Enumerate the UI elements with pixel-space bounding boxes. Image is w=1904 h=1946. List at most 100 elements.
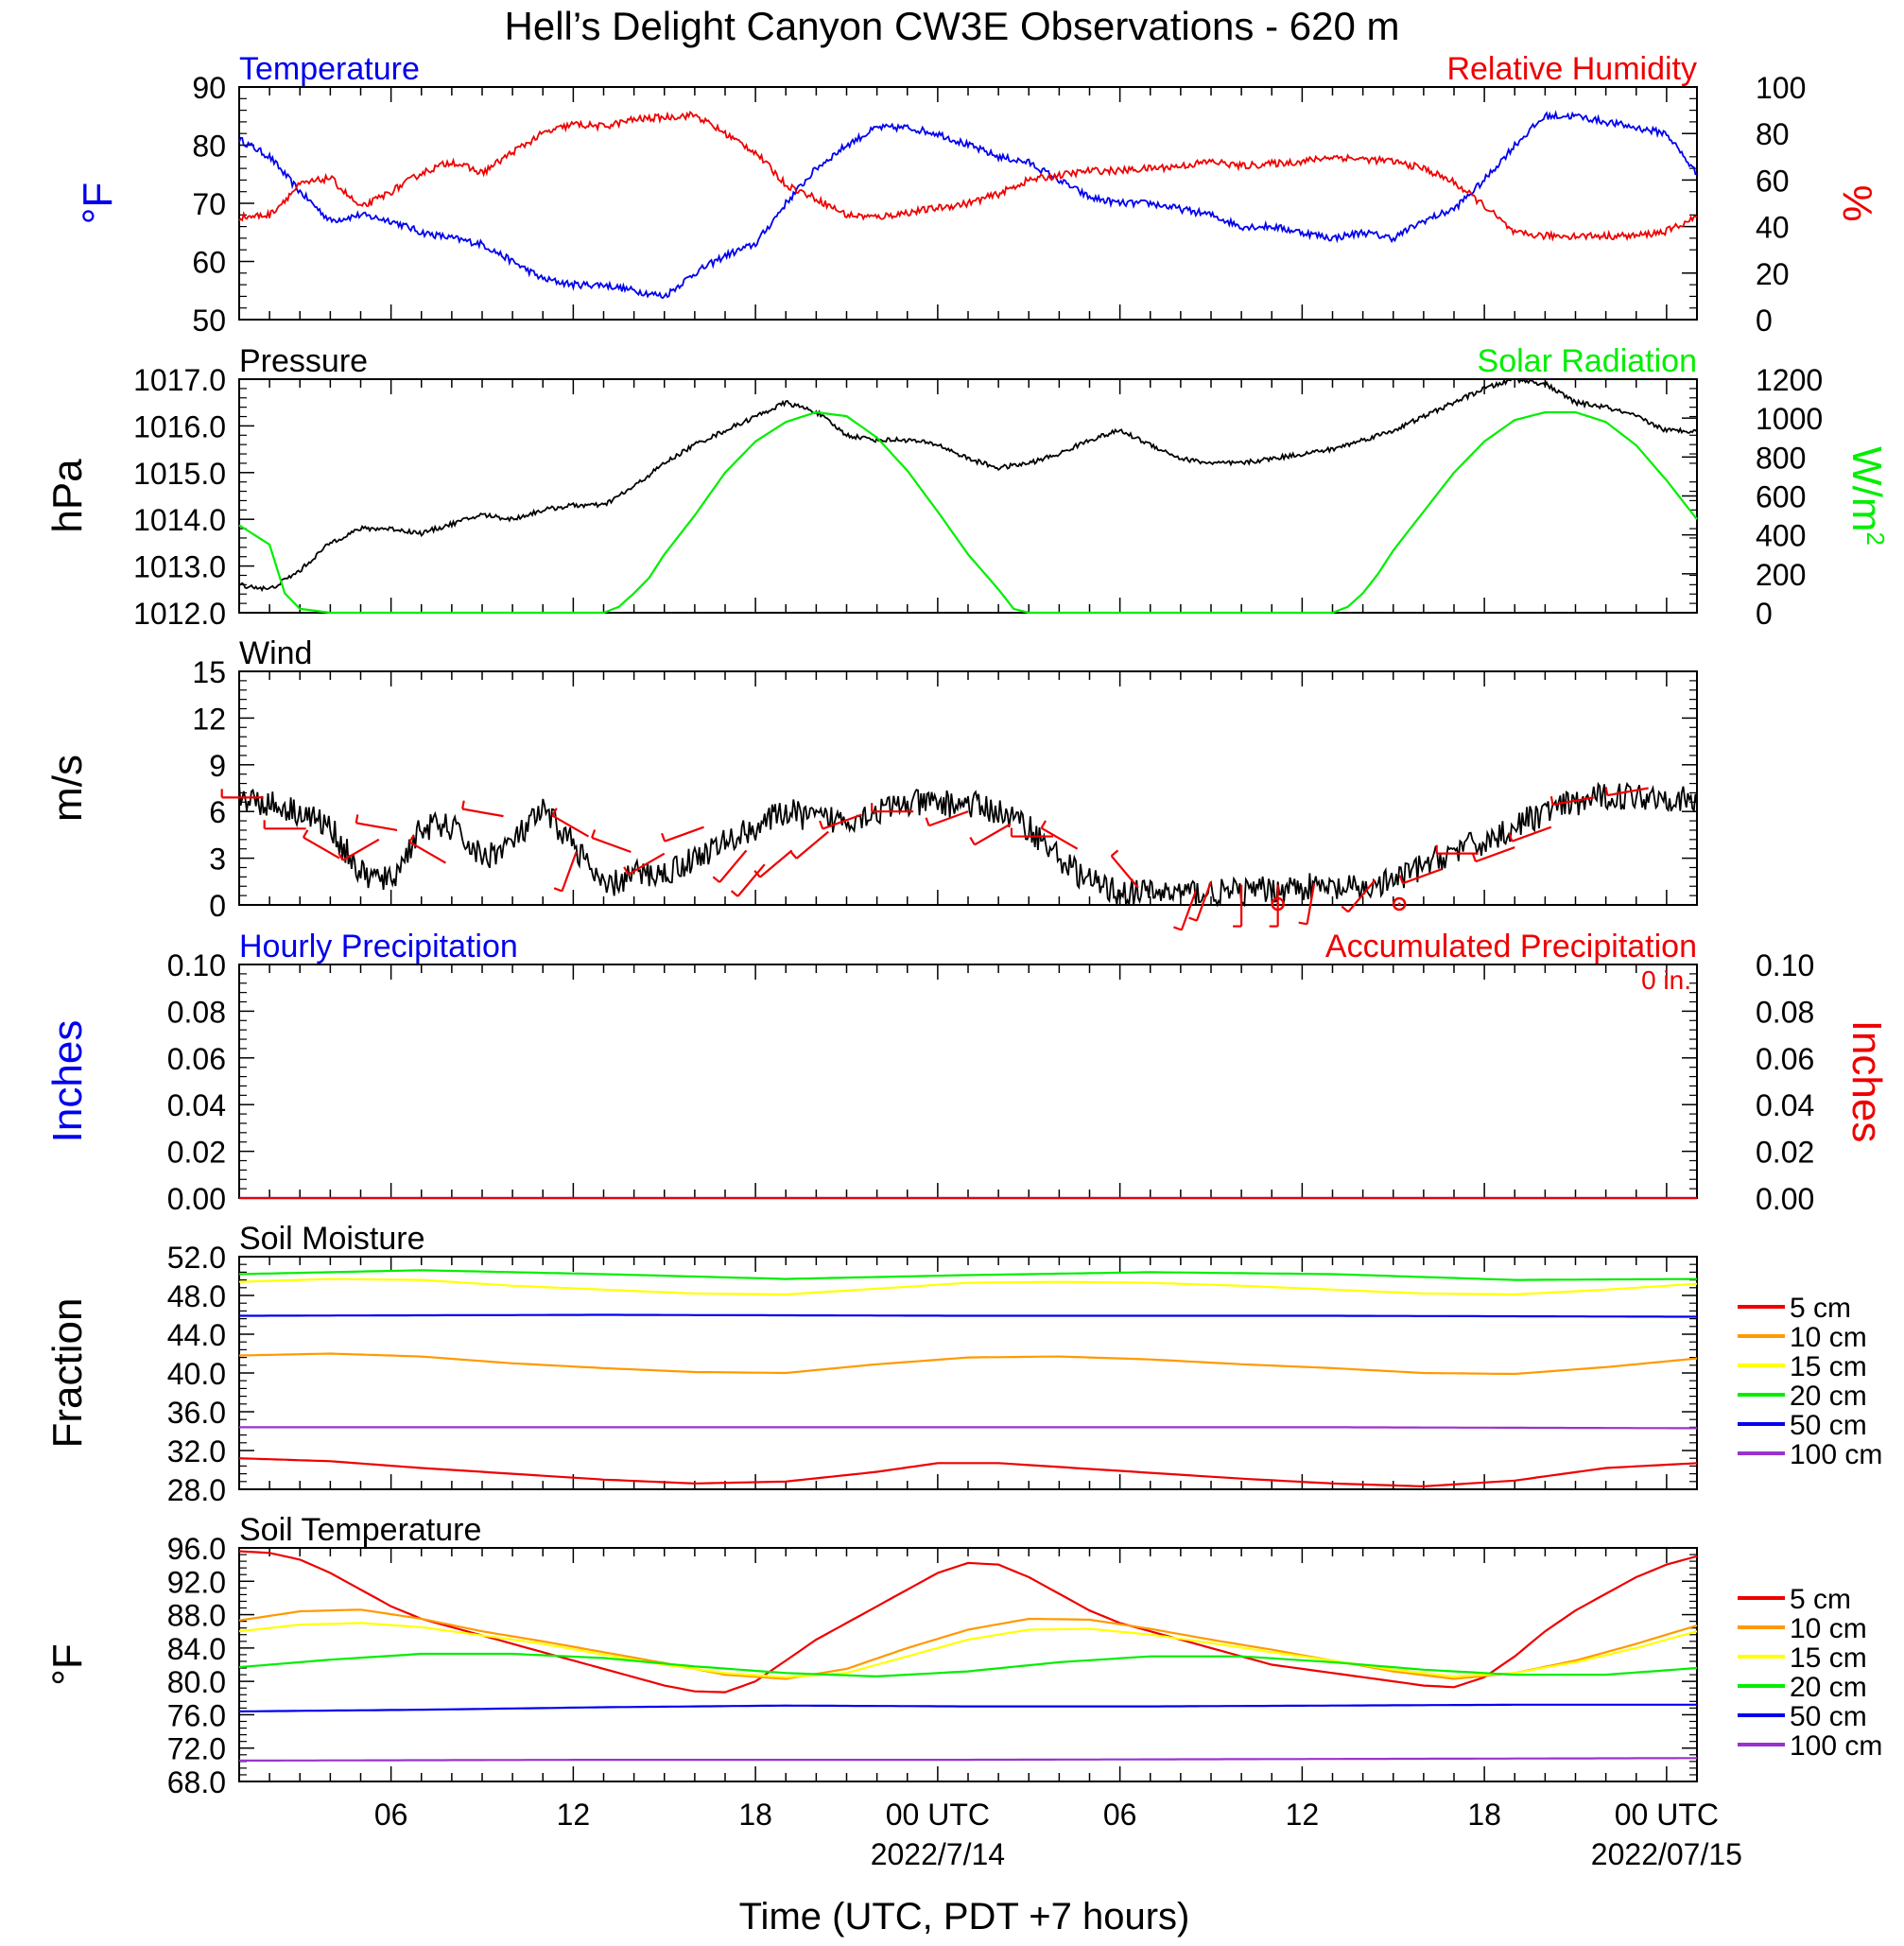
- series-line-soil-moisture-50-cm: [239, 1313, 1697, 1318]
- wind-barb: [664, 825, 704, 843]
- x-tick-label: 00 UTC: [1615, 1798, 1719, 1832]
- panel-title-right: Relative Humidity: [1446, 51, 1697, 87]
- series-line-pressure-solar-pressure: [238, 377, 1698, 593]
- wind-barb: [795, 830, 829, 860]
- y2-tick-label: 0: [1756, 597, 1773, 631]
- series-line-pressure-solar-solar-radiation: [238, 410, 1698, 615]
- y-tick-label: 0.06: [167, 1042, 226, 1076]
- y-tick-label: 52.0: [167, 1241, 226, 1275]
- y-tick-label: 1016.0: [133, 409, 226, 443]
- calm-wind-marker-dot: [1397, 902, 1401, 906]
- plot-frame-precipitation: [238, 964, 1698, 1199]
- wind-barb-feather: [623, 866, 630, 876]
- plot-frame-pressure-solar: [238, 378, 1698, 614]
- y2-tick-label: 0.10: [1756, 948, 1814, 982]
- wind-barb: [591, 836, 632, 854]
- y-tick-label: 0.00: [167, 1182, 226, 1216]
- wind-barb-feather: [1173, 926, 1183, 931]
- x-date-label: 2022/07/15: [1591, 1837, 1742, 1871]
- wind-barb-feather: [302, 829, 309, 839]
- calm-wind-marker: [1392, 896, 1407, 912]
- panel-title-left: Temperature: [239, 51, 420, 87]
- legend-label: 10 cm: [1790, 1613, 1867, 1644]
- wind-barb-feather: [553, 887, 563, 893]
- chart-title: Hell’s Delight Canyon CW3E Observations …: [505, 4, 1400, 48]
- series-line-soil-moisture-100-cm: [239, 1426, 1697, 1430]
- y2-tick-label: 0.02: [1756, 1136, 1814, 1170]
- wind-barb: [461, 808, 504, 818]
- x-tick-label: 18: [1467, 1798, 1501, 1832]
- wind-barb-feather: [661, 832, 666, 843]
- legend-label: 100 cm: [1790, 1730, 1882, 1762]
- series-line-soil-moisture-15-cm: [238, 1277, 1698, 1296]
- y-tick-label: 84.0: [167, 1632, 226, 1666]
- wind-barb: [822, 813, 862, 830]
- wind-barb: [408, 841, 447, 864]
- series-line-soil-temperature-15-cm: [238, 1622, 1698, 1678]
- y2-tick-label: 1000: [1756, 402, 1823, 436]
- wind-barb-feather: [1549, 795, 1554, 806]
- y-axis-label: °F: [75, 182, 121, 224]
- wind-barb: [551, 814, 589, 838]
- wind-barb-feather: [461, 800, 465, 809]
- wind-barb: [1475, 846, 1515, 863]
- wind-barb: [303, 836, 340, 860]
- wind-barb-feather: [753, 870, 761, 878]
- wind-barb-feather: [551, 808, 558, 817]
- series-line-temperature-humidity-relative-humidity: [238, 111, 1698, 242]
- series-line-soil-moisture-10-cm: [238, 1352, 1698, 1376]
- y-tick-label: 1013.0: [133, 550, 226, 584]
- y-axis-label: Fraction: [44, 1298, 91, 1449]
- legend-label: 5 cm: [1790, 1584, 1851, 1615]
- wind-barb-feather: [1508, 832, 1514, 843]
- panel-title-left: Soil Moisture: [239, 1221, 425, 1257]
- wind-barb: [759, 849, 793, 878]
- y-tick-label: 28.0: [167, 1473, 226, 1507]
- wind-barb-feather: [1471, 853, 1477, 862]
- wind-barb-feather: [969, 837, 976, 845]
- panel-title-left: Pressure: [239, 343, 368, 379]
- series-line-wind-wind: [238, 781, 1698, 908]
- panel-title-right: Accumulated Precipitation: [1325, 929, 1697, 964]
- panel-title-right: Solar Radiation: [1478, 343, 1697, 379]
- wind-barb: [1512, 825, 1552, 843]
- y-tick-label: 0.10: [167, 948, 226, 982]
- wind-barb-feather: [408, 834, 415, 843]
- panel-title-left: Wind: [239, 635, 312, 671]
- wind-barb: [1402, 868, 1443, 885]
- y-tick-label: 50: [192, 304, 226, 338]
- legend-label: 20 cm: [1790, 1672, 1867, 1703]
- y2-tick-label: 800: [1756, 441, 1806, 475]
- wind-barb: [1552, 796, 1594, 807]
- y-tick-label: 40.0: [167, 1357, 226, 1391]
- y-tick-label: 1017.0: [133, 363, 226, 397]
- series-line-soil-temperature-10-cm: [238, 1608, 1698, 1680]
- y2-axis-label: %: [1834, 184, 1880, 221]
- x-tick-label: 18: [738, 1798, 772, 1832]
- wind-barb-feather: [1341, 905, 1349, 913]
- y-tick-label: 6: [209, 795, 226, 829]
- y2-tick-label: 0.06: [1756, 1042, 1814, 1076]
- y2-tick-label: 0: [1756, 304, 1773, 338]
- y2-tick-label: 600: [1756, 480, 1806, 514]
- y-tick-label: 0.02: [167, 1136, 226, 1170]
- wind-barb: [1607, 787, 1649, 797]
- y2-tick-label: 100: [1756, 71, 1806, 105]
- x-date-label: 2022/7/14: [871, 1837, 1005, 1871]
- series-line-soil-temperature-20-cm: [238, 1652, 1698, 1678]
- legend-label: 100 cm: [1790, 1439, 1882, 1470]
- wind-barb-feather: [1298, 921, 1307, 926]
- wind-barb-feather: [819, 820, 824, 829]
- wind-barb-feather: [1110, 849, 1119, 858]
- y-tick-label: 72.0: [167, 1732, 226, 1766]
- wind-barb-feather: [1604, 787, 1609, 796]
- calm-wind-marker: [1271, 896, 1285, 912]
- y-tick-label: 88.0: [167, 1599, 226, 1633]
- plot-frame-soil-temperature: [238, 1547, 1698, 1782]
- y2-tick-label: 80: [1756, 117, 1790, 151]
- wind-barb-feather: [1188, 916, 1198, 922]
- y-tick-label: 76.0: [167, 1698, 226, 1732]
- wind-barb-feather: [730, 890, 739, 897]
- legend-label: 10 cm: [1790, 1322, 1867, 1353]
- x-tick-label: 06: [1103, 1798, 1137, 1832]
